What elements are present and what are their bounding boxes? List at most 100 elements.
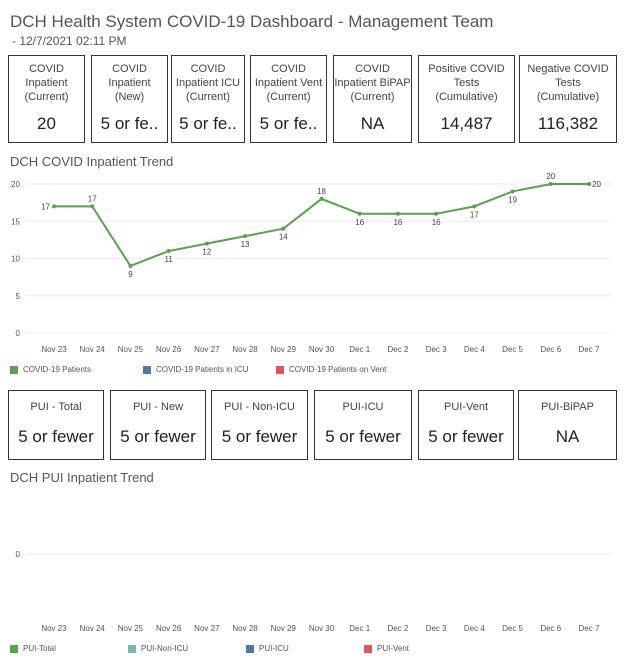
x-tick-label: Dec 2 bbox=[387, 624, 408, 633]
x-tick-label: Dec 7 bbox=[579, 345, 600, 354]
kpi-label: COVID Inpatient BiPAP (Current) bbox=[334, 63, 411, 103]
legend-label: PUI-ICU bbox=[259, 644, 289, 653]
kpi-card-inpatient-new[interactable]: COVID Inpatient (New) 5 or fe.. bbox=[91, 55, 168, 143]
x-tick-label: Nov 24 bbox=[80, 345, 106, 354]
x-tick-label: Dec 1 bbox=[349, 345, 370, 354]
x-tick-label: Nov 26 bbox=[156, 345, 182, 354]
kpi-value: 14,487 bbox=[440, 114, 493, 133]
pui-card-icu[interactable]: PUI-ICU 5 or fewer bbox=[314, 390, 412, 460]
kpi-card-inpatient-bipap[interactable]: COVID Inpatient BiPAP (Current) NA bbox=[333, 55, 412, 143]
kpi-label: Positive COVID Tests (Cumulative) bbox=[428, 63, 505, 103]
data-point bbox=[128, 263, 133, 268]
pui-card-non-icu[interactable]: PUI - Non-ICU 5 or fewer bbox=[211, 390, 308, 460]
data-label: 17 bbox=[470, 210, 479, 219]
data-point bbox=[243, 234, 248, 239]
y-tick-label: 0 bbox=[16, 329, 21, 338]
x-tick-label: Dec 4 bbox=[464, 345, 485, 354]
x-tick-label: Nov 30 bbox=[309, 345, 335, 354]
data-point bbox=[434, 211, 439, 216]
pui-label: PUI-ICU bbox=[342, 401, 384, 413]
x-tick-label: Nov 28 bbox=[232, 345, 258, 354]
kpi-value: NA bbox=[360, 114, 385, 133]
data-label: 17 bbox=[88, 194, 97, 203]
pui-card-new[interactable]: PUI - New 5 or fewer bbox=[110, 390, 206, 460]
x-tick-label: Dec 4 bbox=[464, 624, 485, 633]
legend-swatch bbox=[276, 365, 284, 374]
data-point bbox=[548, 182, 553, 186]
legend-label: COVID-19 Patients in ICU bbox=[156, 365, 249, 374]
legend-swatch bbox=[246, 644, 254, 653]
x-tick-label: Dec 6 bbox=[540, 345, 561, 354]
x-tick-label: Nov 26 bbox=[156, 624, 182, 633]
data-point bbox=[510, 189, 515, 194]
pui-value: NA bbox=[555, 427, 580, 446]
x-tick-label: Nov 24 bbox=[80, 624, 106, 633]
kpi-card-inpatient-current[interactable]: COVID Inpatient (Current) 20 bbox=[8, 55, 85, 143]
legend-label: COVID-19 Patients on Vent bbox=[289, 365, 387, 374]
y-tick-label: 20 bbox=[11, 180, 20, 189]
kpi-label: COVID Inpatient ICU (Current) bbox=[175, 63, 241, 103]
pui-label: PUI - Total bbox=[30, 401, 82, 413]
legend-label: COVID-19 Patients bbox=[23, 365, 92, 374]
data-label: 14 bbox=[279, 233, 288, 242]
covid-trend-chart[interactable]: 0 5 10 15 20 Nov 23 Nov 24 Nov 25 Nov 26 Nov 27 No… bbox=[0, 170, 624, 360]
pui-label: PUI-BiPAP bbox=[541, 401, 594, 413]
data-label: 16 bbox=[432, 218, 441, 227]
pui-trend-chart[interactable]: 0 Nov 23 Nov 24 Nov 25 Nov 26 Nov 27 Nov 28 Nov… bbox=[0, 486, 624, 641]
x-tick-label: Nov 27 bbox=[194, 345, 220, 354]
data-label: 9 bbox=[128, 270, 133, 279]
legend-pui-non-icu[interactable]: PUI-Non-ICU bbox=[128, 644, 188, 653]
pui-label: PUI-Vent bbox=[443, 401, 489, 413]
x-tick-label: Nov 23 bbox=[41, 345, 67, 354]
legend-covid-icu[interactable]: COVID-19 Patients in ICU bbox=[143, 365, 248, 374]
x-tick-label: Nov 29 bbox=[271, 624, 297, 633]
legend-covid-vent[interactable]: COVID-19 Patients on Vent bbox=[276, 365, 386, 374]
x-tick-label: Dec 3 bbox=[426, 624, 447, 633]
legend-pui-vent[interactable]: PUI-Vent bbox=[364, 644, 409, 653]
pui-card-vent[interactable]: PUI-Vent 5 or fewer bbox=[418, 390, 514, 460]
data-label: 16 bbox=[355, 218, 364, 227]
x-tick-label: Nov 27 bbox=[194, 624, 220, 633]
data-label: 20 bbox=[546, 172, 555, 181]
legend-swatch bbox=[143, 365, 151, 374]
kpi-card-inpatient-vent[interactable]: COVID Inpatient Vent (Current) 5 or fe.. bbox=[250, 55, 327, 143]
legend-covid-patients[interactable]: COVID-19 Patients bbox=[10, 365, 91, 374]
data-label: 20 bbox=[592, 180, 601, 189]
x-tick-label: Dec 1 bbox=[349, 624, 370, 633]
pui-value: 5 or fewer bbox=[428, 427, 504, 446]
pui-value: 5 or fewer bbox=[18, 427, 94, 446]
legend-swatch bbox=[128, 644, 136, 653]
data-point bbox=[587, 182, 591, 186]
data-point bbox=[357, 211, 362, 216]
covid-trend-title: DCH COVID Inpatient Trend bbox=[10, 154, 174, 169]
kpi-card-positive-tests[interactable]: Positive COVID Tests (Cumulative) 14,487 bbox=[418, 55, 515, 143]
pui-card-bipap[interactable]: PUI-BiPAP NA bbox=[518, 390, 617, 460]
data-point bbox=[472, 204, 477, 209]
data-label: 19 bbox=[508, 195, 517, 204]
kpi-label: Negative COVID Tests (Cumulative) bbox=[527, 63, 609, 103]
x-tick-label: Dec 3 bbox=[426, 345, 447, 354]
kpi-card-negative-tests[interactable]: Negative COVID Tests (Cumulative) 116,38… bbox=[519, 55, 617, 143]
x-tick-label: Dec 2 bbox=[387, 345, 408, 354]
x-tick-label: Nov 29 bbox=[271, 345, 297, 354]
dashboard-title: DCH Health System COVID-19 Dashboard - M… bbox=[10, 12, 494, 31]
kpi-card-inpatient-icu[interactable]: COVID Inpatient ICU (Current) 5 or fe.. bbox=[171, 55, 245, 143]
legend-swatch bbox=[10, 644, 18, 653]
legend-pui-total[interactable]: PUI-Total bbox=[10, 644, 56, 653]
data-point bbox=[204, 241, 209, 246]
kpi-label: COVID Inpatient (New) bbox=[108, 63, 151, 103]
data-label: 11 bbox=[164, 255, 173, 264]
legend-pui-icu[interactable]: PUI-ICU bbox=[246, 644, 289, 653]
legend-label: PUI-Vent bbox=[377, 644, 410, 653]
kpi-value: 5 or fe.. bbox=[100, 114, 159, 133]
pui-value: 5 or fewer bbox=[325, 427, 401, 446]
x-tick-label: Nov 25 bbox=[118, 624, 144, 633]
dashboard-timestamp: - 12/7/2021 02:11 PM bbox=[12, 34, 127, 48]
pui-card-total[interactable]: PUI - Total 5 or fewer bbox=[8, 390, 104, 460]
legend-swatch bbox=[10, 365, 18, 374]
data-point bbox=[281, 226, 286, 231]
data-point bbox=[90, 204, 95, 209]
x-tick-label: Nov 30 bbox=[309, 624, 335, 633]
pui-label: PUI - New bbox=[132, 401, 184, 413]
kpi-value: 5 or fe.. bbox=[259, 114, 318, 133]
